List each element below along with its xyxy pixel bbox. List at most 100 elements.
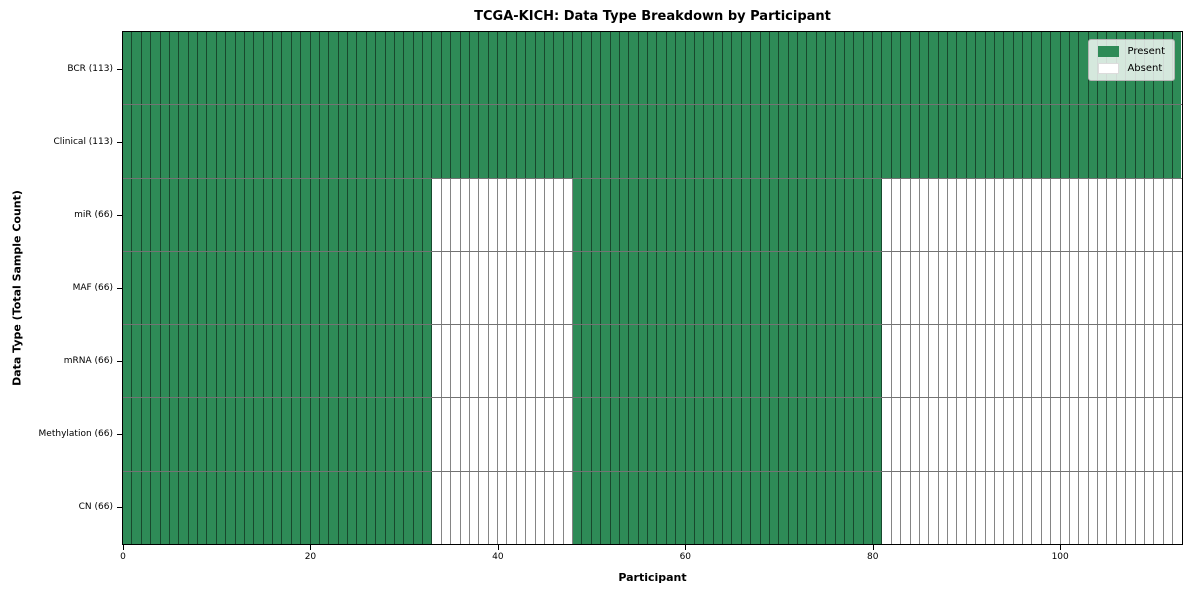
heatmap-cell [479,325,489,398]
heatmap-cell [873,251,883,325]
heatmap-cell [301,105,311,178]
heatmap-cell [685,398,695,471]
heatmap-cell [760,398,770,471]
heatmap-cell [526,178,536,251]
heatmap-cell [676,251,686,325]
heatmap-cell [385,251,395,325]
heatmap-cell [216,325,227,398]
heatmap-cell [479,178,489,251]
heatmap-cell [816,471,827,544]
heatmap-cell [591,398,602,471]
heatmap-cell [141,105,152,178]
heatmap-cell [938,178,948,251]
heatmap-cell [263,178,273,251]
heatmap-cell [216,471,227,544]
heatmap-cell [741,105,752,178]
heatmap-row-Clinical [123,105,1182,179]
heatmap-cell [1173,325,1182,398]
heatmap-cell [1173,251,1182,325]
heatmap-cell [844,178,855,251]
heatmap-cell [573,105,583,178]
heatmap-cell [1051,178,1061,251]
x-tick-label: 80 [867,552,879,562]
heatmap-cell [779,251,789,325]
heatmap-cell [394,471,405,544]
heatmap-cell [638,471,648,544]
heatmap-cell [544,471,555,544]
heatmap-cell [901,325,911,398]
heatmap-cell [882,178,892,251]
heatmap-cell [310,251,320,325]
heatmap-cell [338,32,348,105]
heatmap-cell [648,325,658,398]
heatmap-cell [666,178,677,251]
heatmap-cell [1069,32,1080,105]
heatmap-cell [282,178,292,251]
heatmap-cell [235,325,245,398]
heatmap-cell [713,471,723,544]
heatmap-cell [591,32,602,105]
heatmap-cell [357,251,367,325]
heatmap-cell [254,105,264,178]
heatmap-cell [254,32,264,105]
heatmap-cell [423,105,433,178]
heatmap-cell [179,105,189,178]
heatmap-cell [1069,105,1080,178]
heatmap-cell [319,398,330,471]
heatmap-cell [1041,471,1052,544]
heatmap-cell [207,105,217,178]
heatmap-cell [1088,105,1098,178]
heatmap-cell [319,105,330,178]
heatmap-cell [1098,325,1108,398]
heatmap-cell [788,32,798,105]
heatmap-cell [151,398,161,471]
heatmap-cell [816,178,827,251]
heatmap-cell [132,32,142,105]
heatmap-cell [535,105,545,178]
heatmap-cell [169,325,180,398]
heatmap-cell [648,178,658,251]
heatmap-cell [460,398,470,471]
heatmap-cell [1051,398,1061,471]
heatmap-cell [948,32,958,105]
heatmap-cell [629,471,639,544]
heatmap-cell [1069,471,1080,544]
heatmap-cell [357,178,367,251]
heatmap-cell [957,105,967,178]
heatmap-cell [994,105,1005,178]
heatmap-cell [404,471,414,544]
heatmap-cell [123,32,133,105]
heatmap-cell [507,32,517,105]
heatmap-cell [254,178,264,251]
heatmap-cell [413,32,423,105]
heatmap-cell [479,251,489,325]
heatmap-cell [741,471,752,544]
heatmap-cell [460,251,470,325]
heatmap-cell [666,32,677,105]
heatmap-cell [713,178,723,251]
heatmap-cell [432,178,442,251]
heatmap-cell [760,178,770,251]
heatmap-cell [198,325,208,398]
heatmap-cell [919,251,930,325]
heatmap-cell [601,178,611,251]
heatmap-cell [432,325,442,398]
heatmap-cell [629,105,639,178]
heatmap-cell [301,471,311,544]
heatmap-cell [1107,251,1117,325]
heatmap-cell [1107,105,1117,178]
heatmap-cell [244,251,255,325]
present-swatch-icon [1098,46,1120,57]
heatmap-cell [573,471,583,544]
heatmap-cell [929,325,939,398]
heatmap-cell [976,471,986,544]
heatmap-cell [535,471,545,544]
heatmap-cell [994,251,1005,325]
heatmap-cell [263,325,273,398]
heatmap-cell [469,32,480,105]
heatmap-cell [198,32,208,105]
heatmap-cell [263,398,273,471]
x-tick-mark [685,545,687,550]
heatmap-cell [1116,251,1127,325]
heatmap-cell [1013,178,1023,251]
